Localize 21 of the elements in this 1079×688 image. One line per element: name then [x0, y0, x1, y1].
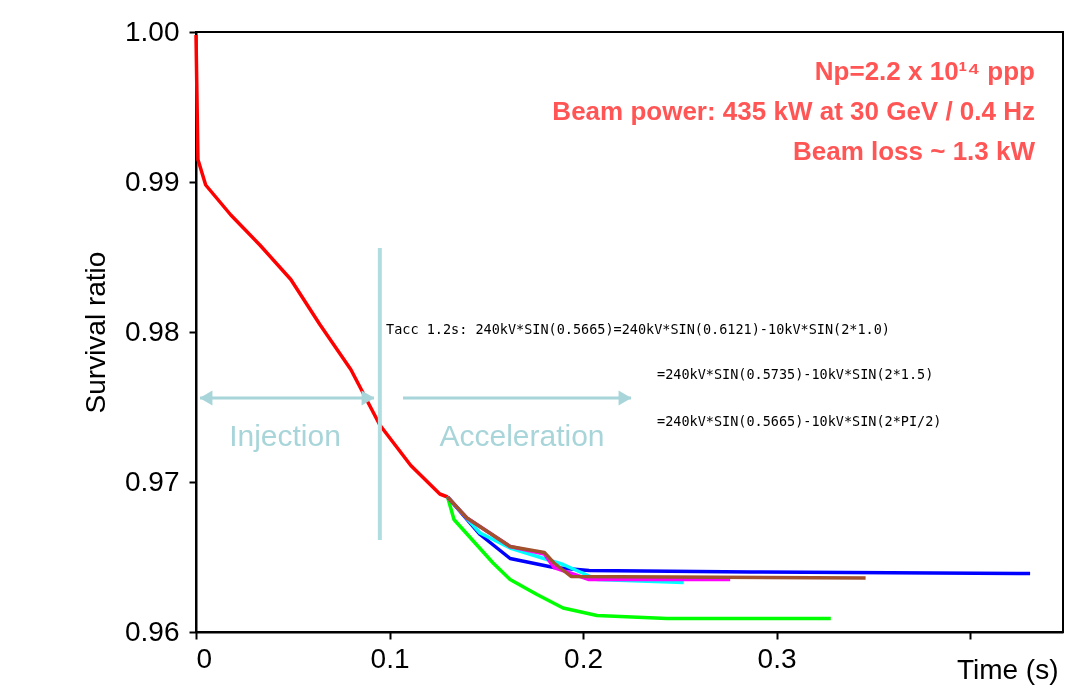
y-tick-label: 1.00	[125, 15, 180, 47]
x-tick-label: 0.2	[564, 642, 604, 674]
y-tick-label: 0.99	[125, 165, 180, 197]
y-axis-title: Survival ratio	[80, 251, 111, 414]
annotation: Acceleration	[439, 419, 605, 452]
x-tick-label: 0.3	[757, 642, 797, 674]
y-tick-label: 0.98	[125, 315, 180, 347]
annotation: =240kV*SIN(0.5735)-10kV*SIN(2*1.5)	[657, 366, 934, 382]
y-tick-label: 0.97	[125, 465, 180, 497]
annotation: Np=2.2 x 10¹⁴ ppp	[814, 56, 1035, 86]
y-tick-label: 0.96	[125, 615, 180, 647]
annotation: =240kV*SIN(0.5665)-10kV*SIN(2*PI/2)	[657, 413, 942, 429]
line-series	[445, 495, 868, 580]
annotation: Injection	[229, 419, 341, 452]
x-axis-title: Time (s)	[956, 653, 1059, 685]
line-series	[445, 495, 833, 621]
annotation: Tacc 1.2s: 240kV*SIN(0.5665)=240kV*SIN(0.6121)-10kV*SIN(2*1.0)	[386, 321, 890, 337]
x-tick-label: 0.1	[370, 642, 410, 674]
x-tick-label: 0	[196, 642, 213, 674]
annotation: Beam power: 435 kW at 30 GeV / 0.4 Hz	[552, 96, 1035, 126]
annotation: Beam loss ~ 1.3 kW	[792, 136, 1036, 166]
